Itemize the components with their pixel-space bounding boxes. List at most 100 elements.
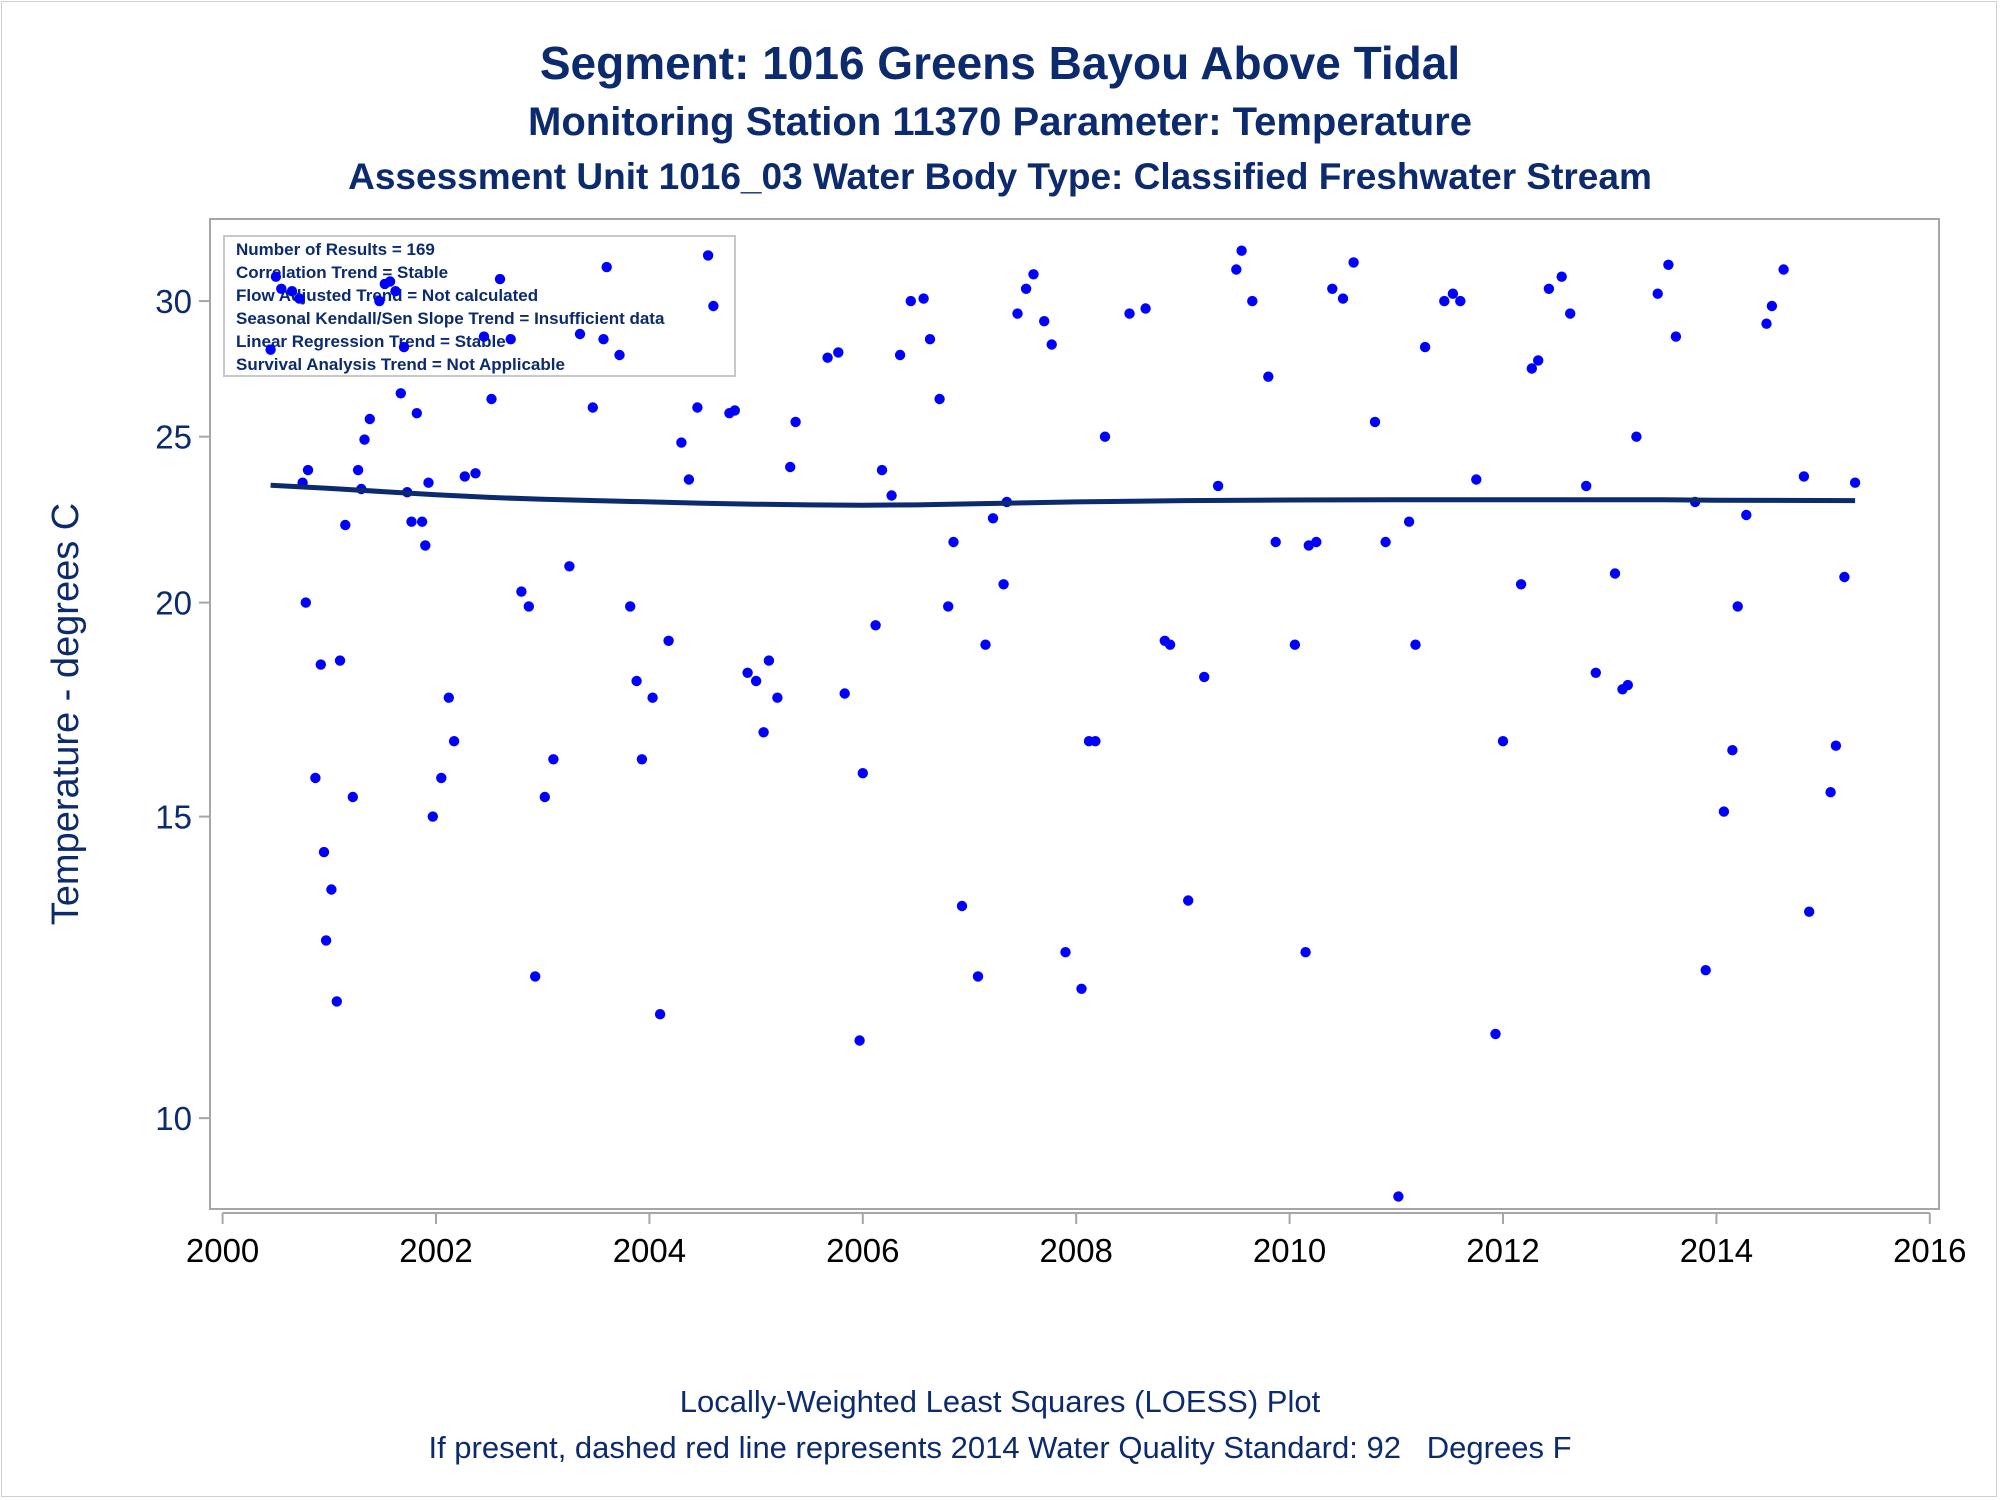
- data-point-91: [980, 639, 991, 650]
- data-point-59: [663, 635, 674, 646]
- data-point-55: [631, 675, 642, 687]
- x-axis: 2000 2002 2004 2006 2008 2010 2012 2014 2016: [186, 1212, 1967, 1269]
- data-point-15: [340, 519, 351, 531]
- data-point-34: [436, 772, 447, 784]
- data-point-109: [1183, 895, 1194, 906]
- footnote-loess: Locally-Weighted Least Squares (LOESS) P…: [679, 1384, 1321, 1419]
- data-point-20: [364, 413, 375, 425]
- footnote-standard: If present, dashed red line represents 2…: [428, 1430, 1572, 1465]
- x-tick-label-2012: 2012: [1466, 1232, 1539, 1269]
- data-point-29: [411, 408, 422, 419]
- data-point-150: [1670, 331, 1682, 342]
- data-points: [265, 245, 1861, 1202]
- data-point-164: [1839, 571, 1850, 583]
- data-point-105: [1124, 308, 1135, 319]
- data-point-127: [1403, 516, 1415, 527]
- data-point-115: [1263, 371, 1274, 382]
- data-point-90: [972, 971, 984, 982]
- data-point-113: [1236, 245, 1247, 256]
- y-tick-label-30: 30: [155, 283, 192, 320]
- x-tick-label-2004: 2004: [613, 1232, 686, 1269]
- data-point-16: [347, 791, 358, 803]
- annotation-box: Number of Results = 169 Correlation Tren…: [223, 235, 736, 377]
- data-point-144: [1609, 568, 1621, 579]
- data-point-74: [822, 352, 833, 363]
- data-point-23: [384, 276, 396, 287]
- data-point-106: [1140, 303, 1151, 314]
- annotation-survival-analysis-trend: Survival Analysis Trend = Not Applicable: [236, 355, 565, 374]
- plot-area-border: [209, 218, 1940, 1210]
- data-point-61: [683, 474, 695, 485]
- data-point-8: [310, 772, 321, 784]
- data-point-69: [758, 727, 769, 738]
- data-point-13: [331, 996, 342, 1007]
- data-point-142: [1581, 480, 1592, 492]
- data-point-143: [1590, 667, 1602, 678]
- data-point-129: [1419, 341, 1431, 353]
- data-point-45: [530, 971, 541, 982]
- loess-curve-layer: [270, 482, 1856, 508]
- data-point-78: [857, 768, 868, 779]
- data-point-104: [1099, 431, 1111, 442]
- data-point-62: [692, 402, 703, 413]
- data-point-1: [270, 271, 282, 282]
- x-tick-label-2010: 2010: [1253, 1232, 1326, 1269]
- data-point-4: [294, 293, 305, 304]
- data-point-121: [1327, 283, 1338, 294]
- chart-title: Segment: 1016 Greens Bayou Above Tidal: [539, 37, 1461, 89]
- annotation-correlation-trend: Correlation Trend = Stable: [236, 263, 448, 282]
- data-point-122: [1337, 293, 1349, 304]
- data-point-51: [598, 334, 609, 345]
- data-point-160: [1798, 471, 1810, 482]
- data-point-133: [1471, 474, 1482, 485]
- data-point-24: [390, 286, 401, 297]
- data-point-125: [1380, 536, 1391, 548]
- data-point-49: [574, 328, 586, 340]
- x-tick-label-2014: 2014: [1680, 1232, 1753, 1269]
- data-point-98: [1039, 316, 1050, 327]
- data-point-156: [1741, 509, 1752, 521]
- data-point-0: [265, 344, 276, 355]
- data-point-101: [1076, 983, 1087, 994]
- data-point-159: [1778, 264, 1789, 275]
- data-point-60: [676, 437, 687, 448]
- data-point-33: [427, 811, 438, 822]
- x-tick-label-2016: 2016: [1893, 1232, 1966, 1269]
- data-point-36: [448, 736, 460, 747]
- data-point-162: [1825, 787, 1836, 798]
- data-point-163: [1830, 740, 1842, 751]
- data-point-124: [1369, 416, 1381, 428]
- data-point-17: [352, 464, 364, 476]
- data-point-64: [708, 300, 719, 312]
- data-point-103: [1090, 736, 1101, 747]
- data-point-47: [548, 754, 559, 765]
- data-point-37: [459, 471, 470, 482]
- data-point-96: [1020, 283, 1032, 294]
- data-point-46: [539, 791, 550, 803]
- data-point-110: [1199, 671, 1210, 683]
- annotation-linear-regression-trend: Linear Regression Trend = Stable: [236, 332, 506, 351]
- annotation-box-border: [223, 235, 736, 377]
- data-point-81: [886, 490, 897, 501]
- data-point-86: [934, 393, 945, 405]
- data-point-139: [1543, 283, 1555, 294]
- data-point-41: [494, 273, 506, 285]
- data-point-70: [763, 655, 775, 666]
- data-point-147: [1631, 431, 1642, 442]
- data-point-76: [839, 688, 850, 699]
- data-point-148: [1652, 288, 1663, 299]
- data-point-153: [1718, 806, 1730, 817]
- data-point-73: [790, 416, 801, 428]
- data-point-117: [1289, 639, 1301, 650]
- data-point-126: [1393, 1191, 1404, 1202]
- data-point-79: [870, 620, 881, 631]
- y-tick-label-25: 25: [155, 419, 192, 456]
- data-point-165: [1849, 477, 1861, 488]
- data-point-141: [1565, 308, 1576, 319]
- data-point-25: [395, 388, 406, 399]
- data-point-130: [1439, 295, 1450, 307]
- data-point-10: [318, 846, 330, 858]
- chart-subtitle-station: Monitoring Station 11370 Parameter: Temp…: [528, 100, 1472, 144]
- data-point-40: [486, 393, 497, 405]
- data-point-19: [359, 434, 370, 445]
